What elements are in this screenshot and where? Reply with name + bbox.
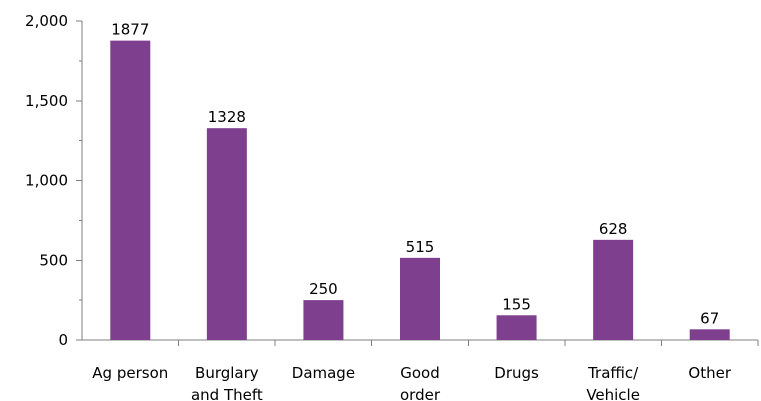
bar [689, 329, 730, 340]
bars [110, 40, 730, 340]
category-label: Drugs [494, 364, 539, 382]
data-label: 1877 [111, 21, 149, 39]
y-tick-label: 0 [58, 331, 68, 349]
category-label: Damage [292, 364, 355, 382]
category-label: order [400, 386, 441, 401]
bar [496, 315, 537, 340]
y-axis: 0 500 1,000 1,500 2,000 [25, 12, 83, 349]
y-tick-label: 2,000 [25, 12, 68, 30]
category-labels: Ag person Burglary and Theft Damage Good orde… [92, 364, 732, 401]
data-label: 1328 [208, 108, 246, 126]
y-tick-label: 500 [39, 251, 68, 269]
x-axis [82, 339, 759, 346]
data-labels: 1877 1328 250 515 155 628 67 [111, 21, 719, 328]
data-label: 155 [502, 295, 531, 313]
bar [303, 300, 344, 340]
data-label: 628 [599, 220, 628, 238]
bar [593, 239, 634, 340]
data-label: 67 [700, 309, 719, 327]
data-label: 515 [406, 238, 435, 256]
bar [206, 128, 247, 340]
y-tick-label: 1,000 [25, 172, 68, 190]
bar [110, 40, 151, 340]
category-label: Ag person [92, 364, 168, 382]
category-label: and Theft [191, 386, 263, 401]
category-label: Good [400, 364, 440, 382]
y-tick-label: 1,500 [25, 92, 68, 110]
category-label: Burglary [195, 364, 259, 382]
category-label: Vehicle [586, 386, 640, 401]
category-label: Traffic/ [587, 364, 639, 382]
category-label: Other [688, 364, 731, 382]
bar [400, 257, 440, 340]
data-label: 250 [309, 280, 338, 298]
